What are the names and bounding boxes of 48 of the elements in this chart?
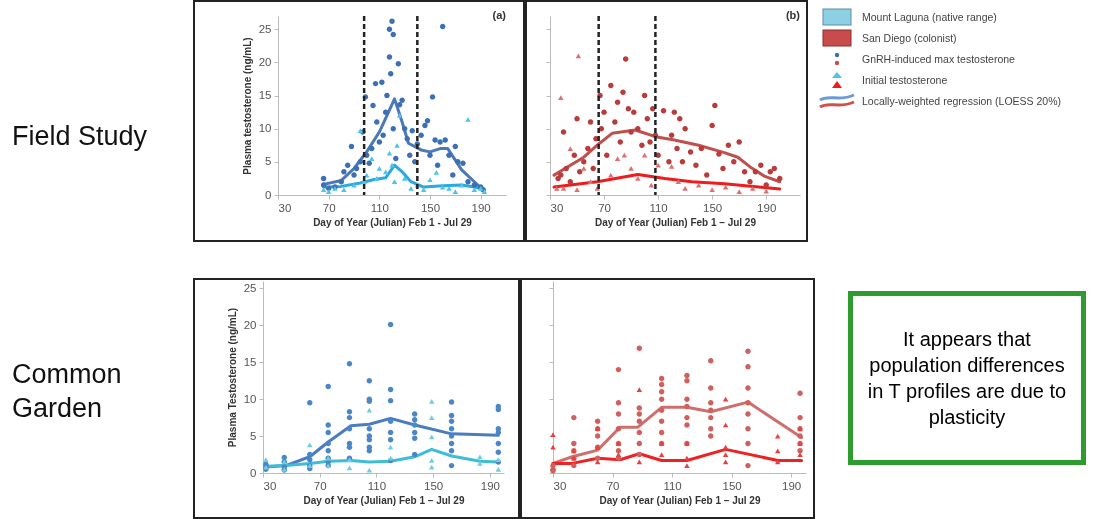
x-tick-label: 190	[782, 479, 802, 492]
x-tick-label: 70	[322, 201, 336, 214]
y-tick-label: 5	[250, 429, 257, 442]
y-tick-label: 0	[250, 466, 257, 479]
x-tick-label: 190	[480, 479, 500, 492]
text: Field Study	[12, 120, 149, 153]
x-tick-label: 150	[424, 479, 444, 492]
y-tick-label: 5	[265, 155, 272, 168]
text: GnRH-induced max testosterone	[862, 52, 1015, 65]
y-tick-label: 25	[258, 22, 272, 35]
x-tick-label: 70	[606, 479, 620, 492]
y-axis-title: Plasma testosterone (ng/mL)	[241, 37, 253, 175]
x-tick-label: 70	[598, 201, 611, 214]
x-tick-label: 110	[663, 479, 682, 492]
x-tick-label: 150	[420, 201, 441, 214]
y-tick-label: 10	[258, 122, 272, 135]
y-axis-title: Plasma Testosterone (ng/mL)	[226, 307, 238, 448]
x-axis-title: Day of Year (Julian) Feb 1 – Jul 29	[599, 495, 761, 506]
x-tick-label: 30	[553, 479, 567, 492]
y-tick-label: 10	[243, 392, 257, 405]
y-tick-label: 20	[243, 318, 257, 331]
x-tick-label: 110	[367, 479, 387, 492]
x-tick-label: 30	[550, 201, 564, 214]
text: Initial testosterone	[862, 73, 948, 86]
x-axis-title: Day of Year (Julian) Feb 1 – Jul 29	[303, 495, 465, 506]
x-tick-label: 190	[471, 201, 491, 214]
text: Mount Laguna (native range)	[862, 10, 997, 23]
y-tick-label: 15	[258, 89, 272, 102]
x-tick-label: 150	[703, 201, 723, 214]
text: Locally-weighted regression (LOESS 20%)	[862, 94, 1062, 107]
x-tick-label: 150	[722, 479, 742, 492]
x-tick-label: 30	[278, 201, 292, 214]
x-tick-label: 70	[313, 479, 327, 492]
y-tick-label: 20	[258, 55, 272, 68]
chart-title: (a)	[492, 8, 507, 21]
x-tick-label: 30	[263, 479, 277, 492]
text: Common Garden	[12, 358, 123, 425]
x-tick-label: 110	[370, 201, 390, 214]
chart-title: (b)	[785, 8, 801, 21]
text: San Diego (colonist)	[862, 31, 957, 44]
y-tick-label: 25	[243, 281, 257, 294]
x-axis-title: Day of Year (Julian) Feb 1 – Jul 29	[595, 217, 757, 228]
x-tick-label: 110	[649, 201, 668, 214]
x-axis-title: Day of Year (Julian) Feb 1 - Jul 29	[313, 217, 473, 228]
x-tick-label: 190	[757, 201, 777, 214]
y-tick-label: 0	[265, 188, 272, 201]
text: It appears that population differences in T profiles are due to plasticity	[866, 327, 1068, 430]
y-tick-label: 15	[243, 355, 257, 368]
